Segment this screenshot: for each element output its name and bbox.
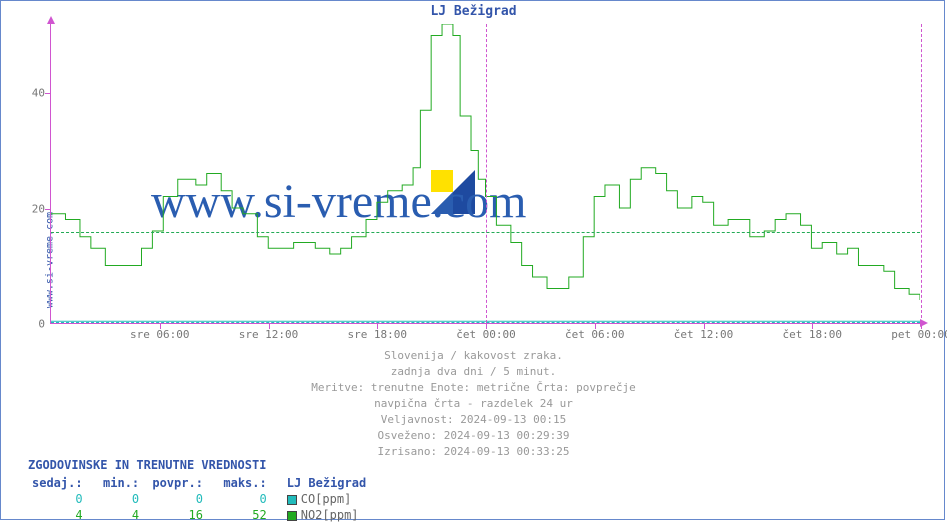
caption-line: Slovenija / kakovost zraka. bbox=[0, 348, 947, 364]
stats-row: 0000CO[ppm] bbox=[30, 492, 368, 506]
stats-cell-povpr: 16 bbox=[143, 508, 205, 522]
stats-cell-sedaj: 4 bbox=[30, 508, 85, 522]
stats-cell-min: 4 bbox=[87, 508, 142, 522]
stats-table: sedaj.: min.: povpr.: maks.: LJ Bežigrad… bbox=[28, 474, 370, 522]
horizontal-avg-line bbox=[51, 232, 920, 233]
stats-cell-series: NO2[ppm] bbox=[271, 508, 368, 522]
y-tick bbox=[45, 93, 51, 94]
series-swatch-icon bbox=[287, 511, 297, 521]
x-tick-label: čet 18:00 bbox=[782, 328, 842, 341]
chart-title: LJ Bežigrad bbox=[0, 4, 947, 19]
x-tick-label: čet 06:00 bbox=[565, 328, 625, 341]
stats-row: 441652NO2[ppm] bbox=[30, 508, 368, 522]
caption-line: navpična črta - razdelek 24 ur bbox=[0, 396, 947, 412]
stats-header-row: sedaj.: min.: povpr.: maks.: LJ Bežigrad bbox=[30, 476, 368, 490]
series-swatch-icon bbox=[287, 495, 297, 505]
x-tick-label: čet 12:00 bbox=[674, 328, 734, 341]
stats-cell-min: 0 bbox=[87, 492, 142, 506]
x-tick bbox=[486, 323, 487, 329]
x-tick bbox=[269, 323, 270, 329]
y-tick-label: 40 bbox=[23, 87, 45, 100]
stats-title: ZGODOVINSKE IN TRENUTNE VREDNOSTI bbox=[28, 458, 266, 472]
stats-cell-series: CO[ppm] bbox=[271, 492, 368, 506]
series-label: NO2[ppm] bbox=[301, 508, 359, 522]
x-tick-label: sre 18:00 bbox=[347, 328, 407, 341]
x-tick-label: sre 12:00 bbox=[239, 328, 299, 341]
x-tick bbox=[921, 323, 922, 329]
y-tick-label: 0 bbox=[23, 318, 45, 331]
stats-header-maks: maks.: bbox=[207, 476, 269, 490]
vertical-marker-line bbox=[486, 24, 487, 323]
x-tick bbox=[704, 323, 705, 329]
x-tick bbox=[377, 323, 378, 329]
horizontal-avg-line bbox=[51, 322, 920, 323]
caption-line: zadnja dva dni / 5 minut. bbox=[0, 364, 947, 380]
series-label: CO[ppm] bbox=[301, 492, 352, 506]
stats-cell-maks: 0 bbox=[207, 492, 269, 506]
x-tick bbox=[812, 323, 813, 329]
y-tick bbox=[45, 209, 51, 210]
x-tick-label: pet 00:00 bbox=[891, 328, 947, 341]
stats-header-povpr: povpr.: bbox=[143, 476, 205, 490]
stats-cell-sedaj: 0 bbox=[30, 492, 85, 506]
caption-line: Osveženo: 2024-09-13 00:29:39 bbox=[0, 428, 947, 444]
stats-cell-povpr: 0 bbox=[143, 492, 205, 506]
y-axis-arrow-icon bbox=[47, 16, 55, 24]
stats-header-sedaj: sedaj.: bbox=[30, 476, 85, 490]
x-tick bbox=[595, 323, 596, 329]
caption-line: Veljavnost: 2024-09-13 00:15 bbox=[0, 412, 947, 428]
stats-header-min: min.: bbox=[87, 476, 142, 490]
stats-header-station: LJ Bežigrad bbox=[271, 476, 368, 490]
vertical-marker-line bbox=[921, 24, 922, 323]
caption-line: Meritve: trenutne Enote: metrične Črta: … bbox=[0, 380, 947, 396]
plot-area: www.si-vreme.com 02040sre 06:00sre 12:00… bbox=[50, 24, 920, 324]
y-tick-label: 20 bbox=[23, 202, 45, 215]
x-tick-label: sre 06:00 bbox=[130, 328, 190, 341]
stats-cell-maks: 52 bbox=[207, 508, 269, 522]
chart-caption: Slovenija / kakovost zraka. zadnja dva d… bbox=[0, 348, 947, 460]
x-tick-label: čet 00:00 bbox=[456, 328, 516, 341]
x-tick bbox=[160, 323, 161, 329]
